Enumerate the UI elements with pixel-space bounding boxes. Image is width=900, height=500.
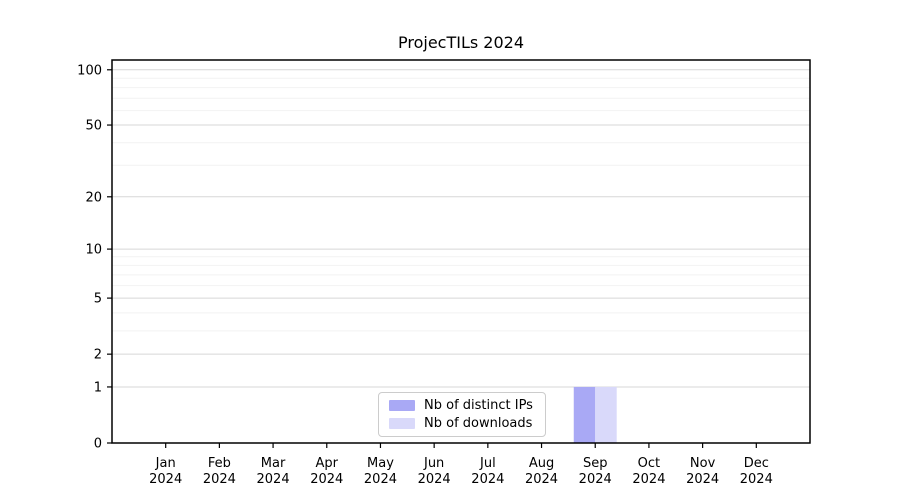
x-tick-label-year-apr: 2024 bbox=[310, 472, 343, 487]
x-tick-label-month-may: May bbox=[367, 456, 394, 471]
x-tick-label-month-sep: Sep bbox=[583, 456, 608, 471]
y-tick-label-5: 5 bbox=[94, 292, 102, 307]
legend-label-downloads: Nb of downloads bbox=[424, 415, 533, 431]
x-tick-label-month-apr: Apr bbox=[316, 456, 339, 471]
legend-label-distinct-ips: Nb of distinct IPs bbox=[424, 398, 533, 414]
x-tick-label-year-sep: 2024 bbox=[579, 472, 612, 487]
x-tick-label-year-mar: 2024 bbox=[257, 472, 290, 487]
y-tick-label-100: 100 bbox=[77, 63, 102, 78]
x-tick-label-year-jul: 2024 bbox=[471, 472, 504, 487]
x-tick-label-month-feb: Feb bbox=[208, 456, 231, 471]
x-tick-label-month-mar: Mar bbox=[261, 456, 286, 471]
x-tick-label-year-nov: 2024 bbox=[686, 472, 719, 487]
x-tick-label-month-jun: Jun bbox=[423, 456, 444, 471]
legend-swatch-downloads bbox=[389, 417, 415, 429]
x-tick-label-year-oct: 2024 bbox=[632, 472, 665, 487]
x-tick-label-month-nov: Nov bbox=[690, 456, 716, 471]
x-tick-label-year-feb: 2024 bbox=[203, 472, 236, 487]
y-tick-label-1: 1 bbox=[94, 380, 102, 395]
axes-frame bbox=[111, 59, 811, 444]
x-tick-label-year-jan: 2024 bbox=[149, 472, 182, 487]
x-tick-label-year-may: 2024 bbox=[364, 472, 397, 487]
y-tick-label-10: 10 bbox=[85, 243, 102, 258]
x-tick-label-year-jun: 2024 bbox=[418, 472, 451, 487]
x-tick-label-month-jul: Jul bbox=[479, 456, 496, 471]
chart-title: ProjecTILs 2024 bbox=[397, 33, 524, 52]
legend-swatch-distinct-ips bbox=[389, 400, 415, 412]
y-tick-label-20: 20 bbox=[85, 190, 102, 205]
y-tick-label-0: 0 bbox=[94, 437, 102, 452]
legend: Nb of distinct IPs Nb of downloads bbox=[378, 392, 546, 437]
x-tick-label-month-dec: Dec bbox=[744, 456, 769, 471]
y-tick-label-2: 2 bbox=[94, 348, 102, 363]
x-tick-label-month-oct: Oct bbox=[638, 456, 660, 471]
x-tick-label-year-aug: 2024 bbox=[525, 472, 558, 487]
x-tick-label-month-aug: Aug bbox=[529, 456, 554, 471]
legend-entry-downloads: Nb of downloads bbox=[389, 416, 537, 431]
x-tick-label-year-dec: 2024 bbox=[740, 472, 773, 487]
bar-nb-of-downloads-sep bbox=[595, 386, 617, 443]
legend-entry-distinct-ips: Nb of distinct IPs bbox=[389, 398, 537, 413]
bar-nb-of-distinct-ips-sep bbox=[573, 386, 596, 443]
y-tick-label-50: 50 bbox=[85, 119, 102, 134]
x-tick-label-month-jan: Jan bbox=[155, 456, 176, 471]
